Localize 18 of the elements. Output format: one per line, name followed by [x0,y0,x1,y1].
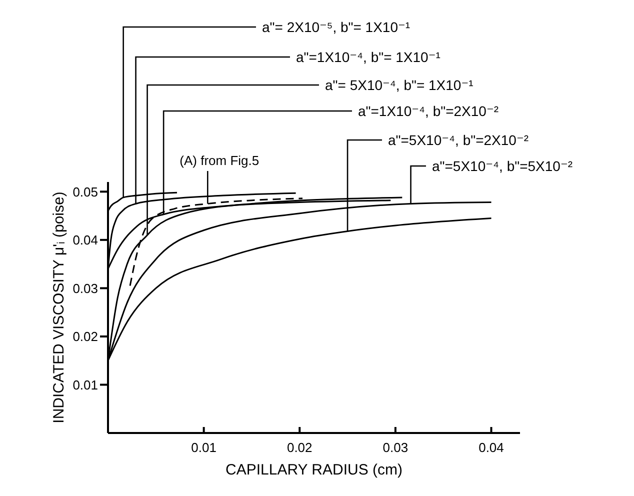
y-tick-label: 0.01 [72,377,98,392]
annotation: a"=5X10⁻⁴, b"=2X10⁻² [388,132,529,148]
annotation: (A) from Fig.5 [180,153,260,168]
x-tick-label: 0.03 [382,440,408,456]
y-tick-label: 0.03 [72,280,98,296]
annotation: a"=1X10⁻⁴, b"= 1X10⁻¹ [296,49,441,65]
y-tick-label: 0.04 [72,232,98,248]
x-tick-label: 0.02 [286,440,312,456]
y-tick-label: 0.05 [72,184,98,200]
x-tick-label: 0.01 [191,440,216,456]
y-tick-label: 0.02 [72,329,98,344]
y-axis-title: INDICATED VISCOSITY μ'ᵢ (poise) [50,192,68,424]
x-axis-title: CAPILLARY RADIUS (cm) [226,462,402,479]
annotation: a"=5X10⁻⁴, b"=5X10⁻² [432,158,573,174]
annotation: a"=1X10⁻⁴, b"=2X10⁻² [358,103,499,119]
x-tick-label: 0.04 [478,440,504,456]
annotation: a"= 5X10⁻⁴, b"= 1X10⁻¹ [325,77,474,93]
annotation: a"= 2X10⁻⁵, b"= 1X10⁻¹ [262,19,410,35]
